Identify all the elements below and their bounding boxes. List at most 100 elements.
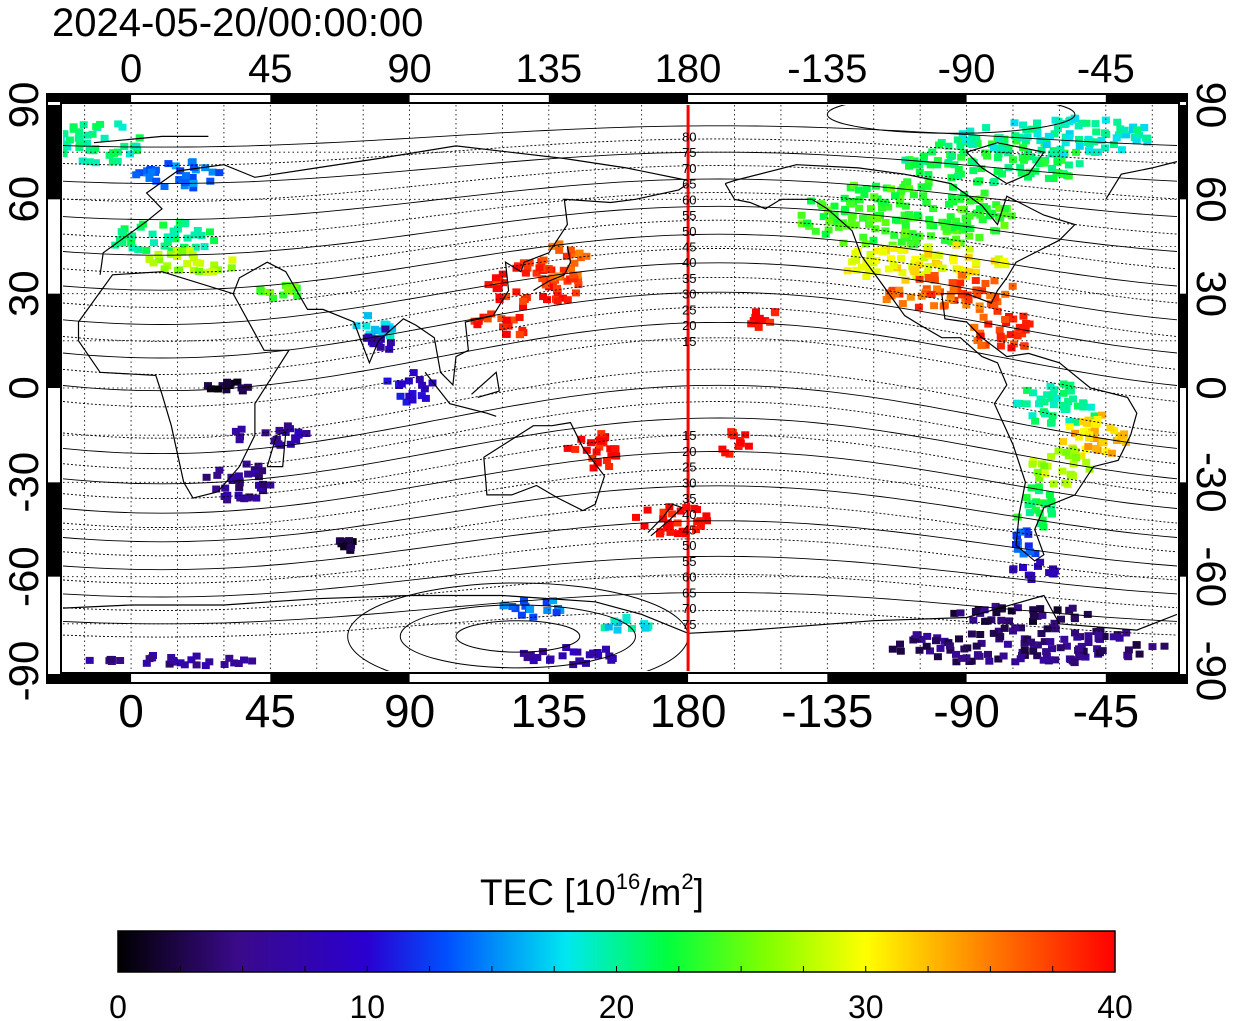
tec-cell [985,657,994,665]
tec-cell [574,281,583,289]
tec-cell [924,250,933,258]
tec-cell [882,184,891,192]
tec-cell [606,445,615,453]
tec-cell [1062,642,1071,650]
tec-cell [947,238,956,246]
tec-cell [1051,656,1060,664]
tec-cell [237,384,246,392]
tec-cell [539,256,548,264]
tec-cell [562,252,571,260]
tec-cell [1004,164,1013,172]
tec-cell [992,609,1001,617]
tec-cell [994,150,1003,158]
tec-cell [228,256,237,264]
tec-cell [1024,173,1032,181]
tec-cell [1022,319,1031,327]
tec-cell [127,239,136,247]
tec-cell [702,512,711,520]
tec-cell [1071,418,1080,426]
scale-bar-right [1179,293,1186,388]
tec-cell [1092,128,1101,136]
tec-cell [1010,340,1018,348]
tec-cell [938,264,947,272]
colorbar: TEC [1016/m2] 0 10 20 30 40 [109,869,1133,1021]
tec-cell [1124,653,1133,661]
tec-cell [1061,479,1070,487]
tec-cell [548,274,557,282]
tec-cell [202,473,211,481]
tec-cell [183,234,192,242]
tec-cell [978,216,987,224]
tec-cell [944,159,953,167]
tec-cell [302,430,311,437]
tec-cell [986,292,995,300]
tec-cell [1045,133,1054,141]
tec-cell [659,515,668,523]
tec-cell [906,240,915,248]
tec-cell [1029,612,1038,620]
tec-cell [1093,416,1102,423]
tec-cell [549,597,558,605]
tec-cell [484,281,493,289]
tec-cell [85,146,94,154]
tec-cell [872,256,881,264]
tec-cell [949,198,958,206]
tec-cell [1000,210,1009,218]
tec-cell [526,606,535,613]
coastline [533,246,572,292]
tec-cell [535,264,544,272]
tec-cell [1050,386,1059,394]
tec-cell [1011,624,1020,632]
tec-cell [502,293,511,301]
tec-cell [78,157,87,165]
scale-bar-bottom [270,674,410,682]
tec-cell [582,659,590,667]
lon-tick-top: -45 [1077,47,1135,91]
tec-cell [1070,659,1079,667]
tec-cell [962,301,971,309]
tec-cell [1025,509,1034,517]
tec-cell [118,239,127,247]
tec-cell [995,326,1004,334]
tec-cell [228,477,237,484]
left-latitude-ticks: 90 60 30 0 -30 -60 -90 [0,82,47,702]
tec-cell [100,134,109,142]
tec-cell [1098,438,1107,446]
tec-cell [1069,460,1078,468]
tec-cell [582,446,591,454]
meridian-lat-label: 65 [682,177,696,192]
tec-cell [1031,417,1040,425]
tec-cell [221,484,230,492]
tec-cell [1090,427,1099,435]
coastline [77,271,290,499]
tec-cell [797,220,806,228]
magnetic-latitude-contour [63,248,1177,308]
tec-cell [864,267,873,275]
tec-cell [632,513,640,521]
tec-cell [1122,131,1131,139]
magnetic-latitude-contour [63,262,1177,325]
magnetic-latitude-contour [63,291,1177,359]
meridian-lat-label: 70 [682,161,696,176]
tec-cell [965,212,974,220]
tec-cell [1035,160,1044,167]
tec-cell [215,466,224,474]
tec-cell [189,184,198,192]
tec-cell [1001,205,1009,213]
tec-cell [971,277,980,284]
tec-cell [183,260,192,268]
coastline [93,135,209,144]
tec-cell [884,265,893,273]
tec-cell [1027,576,1036,583]
tec-cell [1027,572,1036,579]
tec-cell [881,198,889,206]
tec-cell [666,528,675,536]
tec-cell [254,473,263,481]
tec-cell [1027,638,1035,646]
tec-cell [588,454,597,462]
tec-cell [242,460,251,468]
lat-tick-right: -30 [1188,452,1235,513]
tec-cell [428,379,437,387]
tec-cell [1109,633,1118,641]
frame-scale-bars [47,94,1187,682]
